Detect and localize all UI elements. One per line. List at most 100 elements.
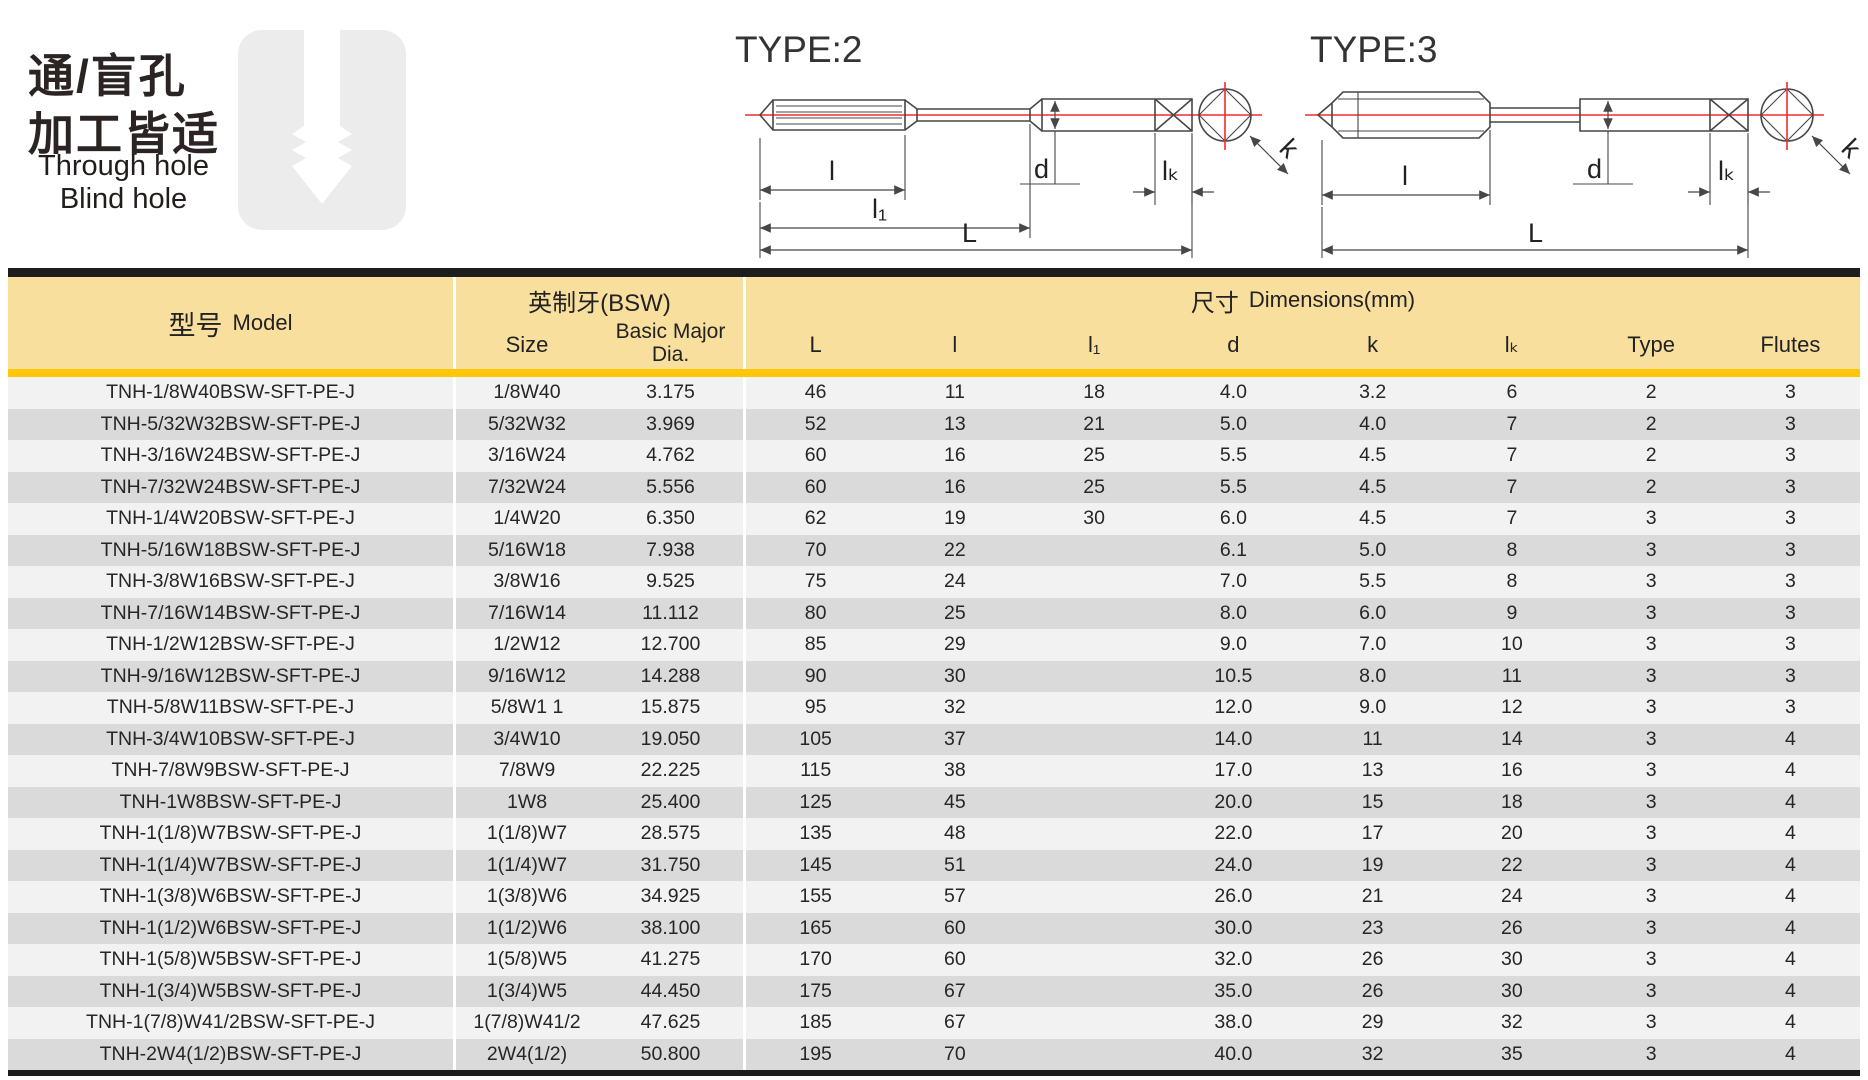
table-cell: 11	[944, 381, 965, 404]
table-cell: 9.0	[1219, 633, 1247, 656]
header-col-L: L	[809, 332, 822, 357]
table-cell: 5/32W32	[487, 412, 567, 435]
table-cell	[1025, 598, 1164, 630]
table-row: TNH-3/8W16BSW-SFT-PE-J 3/8W16 9.525 75 24 7.0…	[8, 566, 1860, 598]
table-cell: 3.969	[598, 408, 746, 440]
table-row: TNH-1(3/4)W5BSW-SFT-PE-J 1(3/4)W5 44.450 17…	[8, 975, 1860, 1007]
table-cell: 1(7/8)W41/2	[473, 1011, 581, 1034]
type3-dim-k: k	[1836, 133, 1867, 164]
table-cell: 4	[1784, 948, 1796, 971]
table-cell: TNH-1(3/8)W6BSW-SFT-PE-J	[8, 881, 456, 913]
type2-dim-l: l	[829, 156, 835, 186]
table-cell: TNH-3/4W10BSW-SFT-PE-J	[8, 723, 456, 755]
table-cell: 6.1	[1219, 538, 1247, 561]
table-cell: 5.0	[1219, 412, 1247, 435]
table-cell: 25	[944, 601, 966, 624]
table-cell: 41.275	[598, 944, 746, 976]
table-cell: TNH-1(1/2)W6BSW-SFT-PE-J	[8, 912, 456, 944]
table-cell: 5.556	[598, 471, 746, 503]
table-cell: 195	[799, 1042, 832, 1065]
table-cell: 50.800	[598, 1038, 746, 1070]
header-col-l: l	[952, 332, 958, 357]
table-cell: 60	[804, 444, 827, 467]
table-cell: 1(5/8)W5	[486, 948, 568, 971]
table-cell: 3	[1645, 570, 1657, 593]
header-col-k: k	[1367, 332, 1379, 357]
table-cell	[1025, 661, 1164, 693]
table-cell: 4.0	[1219, 381, 1247, 404]
table-cell	[1025, 692, 1164, 724]
table-cell: TNH-1/4W20BSW-SFT-PE-J	[8, 503, 456, 535]
table-cell: 7	[1506, 475, 1518, 498]
table-cell: 19.050	[598, 723, 746, 755]
table-cell: 1(1/4)W7	[486, 853, 568, 876]
table-cell: 7/8W9	[498, 759, 556, 782]
table-cell: 57	[944, 885, 966, 908]
table-cell	[1025, 566, 1164, 598]
table-cell: 1(1/8)W7	[486, 822, 568, 845]
table-cell: 3	[1784, 664, 1796, 687]
table-cell: 38.0	[1214, 1011, 1253, 1034]
table-cell: 9/16W12	[487, 664, 567, 687]
intro-title-en: Through hole Blind hole	[16, 150, 231, 216]
table-cell: 4	[1784, 1011, 1796, 1034]
table-cell: 12.0	[1214, 696, 1253, 719]
table-row: TNH-1(3/8)W6BSW-SFT-PE-J 1(3/8)W6 34.925 15…	[8, 881, 1860, 913]
table-cell: 1(1/2)W6	[486, 916, 568, 939]
table-cell: 20.0	[1214, 790, 1253, 813]
table-cell: 19	[944, 507, 966, 530]
table-row: TNH-1(5/8)W5BSW-SFT-PE-J 1(5/8)W5 41.275 17…	[8, 944, 1860, 976]
table-cell: 60	[944, 916, 966, 939]
table-cell: 3	[1645, 633, 1657, 656]
table-cell: 35.0	[1214, 979, 1253, 1002]
table-cell: 14	[1501, 727, 1523, 750]
table-cell: TNH-9/16W12BSW-SFT-PE-J	[8, 660, 456, 692]
table-cell: 9.0	[1359, 696, 1387, 719]
header-dimension-columns: L l l₁ d k lₖ Type Flutes	[746, 323, 1860, 367]
table-cell: TNH-1(3/4)W5BSW-SFT-PE-J	[8, 975, 456, 1007]
tap-type3-drawing: TYPE:3 k l	[1305, 29, 1867, 258]
header-accent-bar	[8, 369, 1860, 377]
table-cell: TNH-7/16W14BSW-SFT-PE-J	[8, 597, 456, 629]
table-cell: 2	[1645, 412, 1657, 435]
table-cell: 32.0	[1214, 948, 1253, 971]
table-cell: 38.100	[598, 912, 746, 944]
table-cell: 175	[799, 979, 832, 1002]
table-cell: 125	[799, 790, 832, 813]
table-cell: 38	[944, 759, 966, 782]
table-cell: 11.112	[598, 597, 746, 629]
table-cell: 3	[1784, 601, 1796, 624]
table-cell: 170	[799, 948, 832, 971]
table-cell: 8.0	[1219, 601, 1247, 624]
table-cell: 115	[800, 759, 832, 782]
table-cell: 4	[1784, 885, 1796, 908]
table-cell: 9.525	[598, 566, 746, 598]
header-col-flutes: Flutes	[1760, 332, 1821, 357]
tap-diagrams: TYPE:2 k l	[735, 29, 1867, 258]
table-cell: 5.0	[1359, 538, 1387, 561]
table-cell: TNH-5/16W18BSW-SFT-PE-J	[8, 534, 456, 566]
table-cell: 2W4(1/2)	[486, 1042, 568, 1065]
table-cell: 5.5	[1219, 444, 1247, 467]
table-cell: 25	[1083, 444, 1105, 467]
table-cell: 46	[804, 381, 827, 404]
table-cell: 3	[1645, 759, 1657, 782]
table-cell	[1025, 850, 1164, 882]
table-row: TNH-1/8W40BSW-SFT-PE-J 1/8W40 3.175 46 11 18 4…	[8, 377, 1860, 409]
table-cell: TNH-3/8W16BSW-SFT-PE-J	[8, 566, 456, 598]
type3-dim-L: L	[1528, 218, 1543, 248]
blind-hole-icon	[238, 30, 406, 230]
table-cell	[1025, 724, 1164, 756]
table-row: TNH-5/8W11BSW-SFT-PE-J 5/8W1 1 15.875 95 32 1…	[8, 692, 1860, 724]
table-cell: 32	[1361, 1042, 1384, 1065]
table-cell: 3	[1645, 790, 1657, 813]
table-row: TNH-1(1/4)W7BSW-SFT-PE-J 1(1/4)W7 31.750 14…	[8, 849, 1860, 882]
table-cell: 3	[1784, 381, 1796, 404]
table-cell: 3/16W24	[487, 444, 567, 467]
tap-type2-drawing: TYPE:2 k l	[735, 29, 1305, 258]
table-cell: 4	[1784, 790, 1796, 813]
table-cell: TNH-1W8BSW-SFT-PE-J	[8, 786, 456, 818]
intro-title-en-line2: Blind hole	[59, 183, 188, 215]
table-cell: 51	[944, 853, 966, 876]
